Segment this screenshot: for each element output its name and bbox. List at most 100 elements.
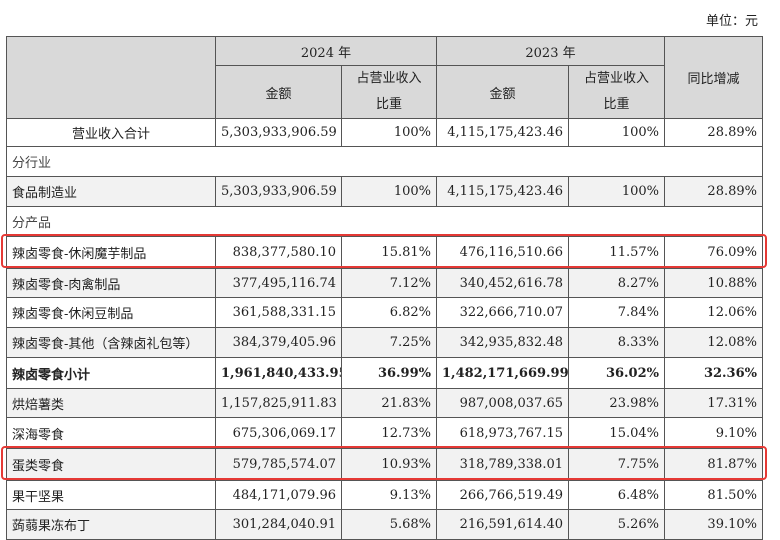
share-2024: 5.68% [341,509,437,540]
row-label: 烘焙薯类 [6,388,216,418]
section-label: 分产品 [6,206,763,237]
table-row: 辣卤零食小计 1,961,840,433.95 36.99% 1,482,171,66… [6,357,763,389]
amount-2023: 216,591,614.40 [436,509,569,540]
section-row-industry: 分行业 [6,146,763,177]
yoy-change: 17.31% [664,388,763,418]
amount-2023: 322,666,710.07 [436,297,569,328]
header-amount-2024: 金额 [215,65,342,119]
amount-2023: 987,008,037.65 [436,388,569,418]
header-amount-2023: 金额 [436,65,569,119]
share-2023: 8.27% [568,268,665,298]
yoy-change: 39.10% [664,509,763,540]
share-2023: 36.02% [568,357,665,389]
share-2024: 7.12% [341,268,437,298]
share-2023: 7.75% [568,448,665,481]
yoy-change: 81.50% [664,480,763,510]
unit-label: 单位：元 [705,14,758,29]
share-2023: 11.57% [568,236,665,269]
header-share-line2: 比重 [603,97,630,112]
yoy-change: 12.06% [664,297,763,328]
yoy-change: 10.88% [664,268,763,298]
amount-2024: 675,306,069.17 [215,417,342,449]
share-2023: 5.26% [568,509,665,540]
amount-2024: 5,303,933,906.59 [215,118,342,147]
table-row-total: 营业收入合计 5,303,933,906.59 100% 4,115,175,4… [6,118,763,147]
header-yoy: 同比增减 [664,36,763,119]
row-label: 辣卤零食-肉禽制品 [6,268,216,298]
row-label: 蛋类零食 [6,448,216,481]
amount-2023: 476,116,510.66 [436,236,569,269]
table-row: 深海零食 675,306,069.17 12.73% 618,973,767.15 15… [6,417,763,449]
row-label: 辣卤零食小计 [6,357,216,389]
share-2024: 10.93% [341,448,437,481]
section-row-product: 分产品 [6,206,763,237]
yoy-change: 12.08% [664,327,763,358]
share-2024: 12.73% [341,417,437,449]
share-2024: 100% [341,176,437,207]
header-share-line1: 占营业收入 [356,71,422,86]
amount-2024: 1,157,825,911.83 [215,388,342,418]
share-2024: 21.83% [341,388,437,418]
table-row: 烘焙薯类 1,157,825,911.83 21.83% 987,008,037.65… [6,388,763,418]
share-2023: 100% [568,176,665,207]
share-2023: 100% [568,118,665,147]
amount-2023: 1,482,171,669.99 [436,357,569,389]
yoy-change: 9.10% [664,417,763,449]
amount-2023: 4,115,175,423.46 [436,118,569,147]
share-2023: 15.04% [568,417,665,449]
amount-2023: 4,115,175,423.46 [436,176,569,207]
yoy-change: 81.87% [664,448,763,481]
row-label: 辣卤零食-休闲魔芋制品 [6,236,216,269]
revenue-table: 2024 年 2023 年 同比增减 金额 占营业收入 比重 金额 占营业收入 … [6,36,763,540]
table-row: 辣卤零食-肉禽制品 377,495,116.74 7.12% 340,452,616.… [6,268,763,298]
amount-2023: 618,973,767.15 [436,417,569,449]
amount-2024: 579,785,574.07 [215,448,342,481]
section-label: 分行业 [6,146,763,177]
row-label: 深海零食 [6,417,216,449]
amount-2023: 318,789,338.01 [436,448,569,481]
header-share-2024: 占营业收入 比重 [341,65,437,119]
row-label: 辣卤零食-其他（含辣卤礼包等） [6,327,216,358]
header-share-line1: 占营业收入 [583,71,649,86]
share-2024: 6.82% [341,297,437,328]
amount-2024: 301,284,040.91 [215,509,342,540]
share-2023: 8.33% [568,327,665,358]
share-2023: 7.84% [568,297,665,328]
table-row: 果干坚果 484,171,079.96 9.13% 266,766,519.49 6.4… [6,480,763,510]
yoy-change: 76.09% [664,236,763,269]
yoy-change: 28.89% [664,176,763,207]
header-year-2024: 2024 年 [215,36,437,66]
table-row: 蛋类零食 579,785,574.07 10.93% 318,789,338.01 7.… [6,448,763,481]
amount-2023: 266,766,519.49 [436,480,569,510]
amount-2024: 384,379,405.96 [215,327,342,358]
table-row-industry: 食品制造业 5,303,933,906.59 100% 4,115,175,42… [6,176,763,207]
header-empty [6,36,216,119]
amount-2024: 5,303,933,906.59 [215,176,342,207]
header-share-line2: 比重 [375,97,402,112]
amount-2023: 340,452,616.78 [436,268,569,298]
share-2024: 7.25% [341,327,437,358]
amount-2024: 1,961,840,433.95 [215,357,342,389]
row-label: 辣卤零食-休闲豆制品 [6,297,216,328]
header-year-2023: 2023 年 [436,36,665,66]
table-row: 辣卤零食-休闲魔芋制品 838,377,580.10 15.81% 476,116,5… [6,236,763,269]
table-row: 辣卤零食-休闲豆制品 361,588,331.15 6.82% 322,666,710… [6,297,763,328]
row-label: 果干坚果 [6,480,216,510]
share-2023: 23.98% [568,388,665,418]
share-2024: 36.99% [341,357,437,389]
yoy-change: 28.89% [664,118,763,147]
yoy-change: 32.36% [664,357,763,389]
share-2024: 100% [341,118,437,147]
row-label: 食品制造业 [6,176,216,207]
share-2023: 6.48% [568,480,665,510]
amount-2023: 342,935,832.48 [436,327,569,358]
amount-2024: 484,171,079.96 [215,480,342,510]
share-2024: 9.13% [341,480,437,510]
header-share-2023: 占营业收入 比重 [568,65,665,119]
table-row: 蒟蒻果冻布丁 301,284,040.91 5.68% 216,591,614.40 5… [6,509,763,540]
amount-2024: 377,495,116.74 [215,268,342,298]
row-label: 营业收入合计 [6,118,216,147]
table-row: 辣卤零食-其他（含辣卤礼包等） 384,379,405.96 7.25% 342,93… [6,327,763,358]
amount-2024: 838,377,580.10 [215,236,342,269]
row-label: 蒟蒻果冻布丁 [6,509,216,540]
